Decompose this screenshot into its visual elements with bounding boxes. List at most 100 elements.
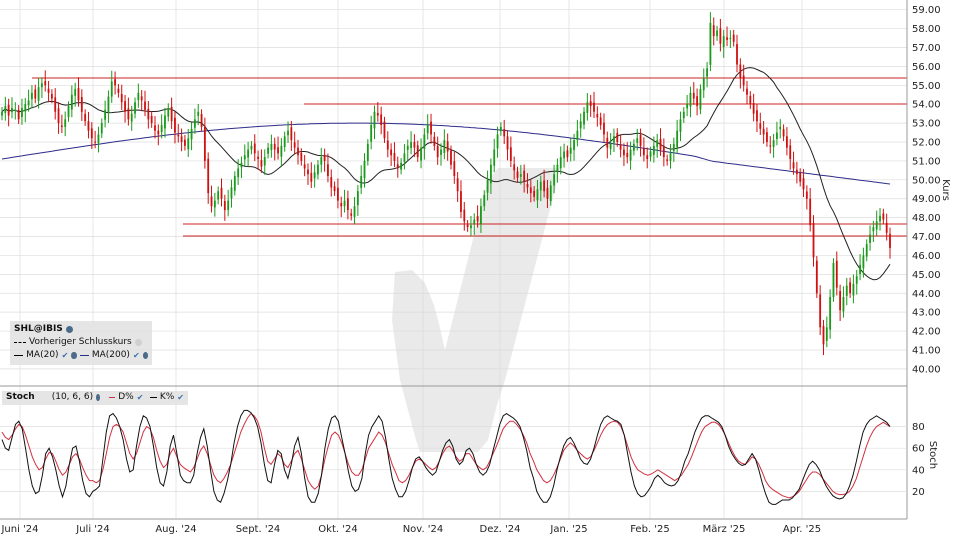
candle-body: [164, 115, 166, 129]
price-tick-label: 55.00: [912, 81, 941, 92]
candle-body: [493, 149, 496, 166]
candle-body: [855, 276, 858, 284]
candle-body: [363, 160, 366, 179]
candle-body: [114, 79, 116, 86]
price-tick-label: 42.00: [912, 327, 941, 338]
main-gridlines: [0, 0, 907, 519]
candle-body: [762, 128, 765, 135]
candle-body: [583, 111, 585, 125]
candle-body: [736, 44, 738, 65]
k-check-icon[interactable]: ✔: [177, 393, 184, 402]
candle-body: [273, 143, 276, 150]
month-label: Sept. '24: [236, 524, 281, 535]
ma200-settings-icon[interactable]: [142, 352, 148, 359]
candle-body: [759, 123, 762, 129]
price-tick-label: 45.00: [912, 270, 941, 281]
candle-body: [340, 202, 343, 207]
candle-body: [509, 147, 512, 161]
x-axis: Juni '24 Juli '24 Aug. '24 Sept. '24 Okt. '2…: [0, 524, 821, 535]
settings-icon[interactable]: [65, 326, 73, 333]
month-label: Nov. '24: [403, 524, 444, 535]
candle-body: [227, 200, 230, 211]
candle-body: [752, 103, 755, 114]
candle-body: [220, 187, 223, 199]
month-label: Juni '24: [0, 524, 38, 535]
candle-body: [197, 111, 200, 116]
candle-body: [845, 285, 848, 296]
candle-body: [716, 30, 718, 37]
candle-body: [546, 187, 549, 199]
d-swatch-icon: [108, 397, 116, 398]
candle-body: [533, 190, 536, 197]
candle-body: [626, 152, 629, 158]
main-legend: SHL@IBIS Vorheriger Schlusskurs MA(20) ✔…: [10, 321, 152, 365]
watermark-logo: [392, 168, 560, 452]
candle-body: [333, 186, 336, 192]
candle-body: [460, 191, 462, 212]
candle-body: [699, 89, 702, 110]
candle-body: [456, 178, 459, 192]
candle-body: [476, 216, 479, 222]
candle-body: [40, 83, 43, 88]
candle-body: [746, 88, 748, 95]
candle-body: [486, 179, 489, 193]
candle-body: [217, 191, 220, 200]
candle-body: [24, 104, 27, 112]
k-swatch-icon: [150, 397, 157, 398]
ma20-check-icon[interactable]: ✔: [61, 351, 69, 360]
month-label: Okt. '24: [318, 524, 357, 535]
candle-body: [529, 187, 532, 194]
candle-body: [859, 264, 861, 274]
candle-body: [170, 106, 173, 122]
stoch-settings-icon[interactable]: [96, 394, 100, 401]
legend-ma20: MA(20): [26, 350, 59, 360]
candle-body: [360, 176, 363, 188]
candle-body: [513, 164, 516, 171]
candle-body: [799, 173, 802, 182]
candle-body: [117, 88, 120, 93]
candle-body: [330, 177, 333, 188]
candle-body: [267, 147, 269, 154]
candle-body: [666, 159, 669, 161]
candle-body: [706, 68, 708, 77]
candle-body: [44, 81, 47, 86]
candle-body: [154, 125, 156, 131]
ma20-settings-icon[interactable]: [71, 352, 77, 359]
ma20-swatch-icon: [14, 355, 24, 356]
candle-body: [17, 109, 20, 120]
candle-body: [233, 176, 236, 191]
price-tick-label: 58.00: [912, 24, 941, 35]
candle-body: [1, 111, 3, 116]
candle-body: [167, 107, 170, 117]
candle-body: [11, 107, 13, 113]
toggle-icon[interactable]: [134, 339, 142, 346]
candle-body: [303, 164, 306, 169]
candle-body: [719, 28, 722, 44]
candle-body: [430, 121, 432, 135]
candle-body: [160, 124, 163, 133]
candle-body: [516, 171, 519, 178]
candle-body: [776, 132, 778, 139]
main-price-axis: 40.00 41.00 42.00 43.00 44.00 45.00 46.00 47.00…: [912, 5, 941, 375]
candle-body: [662, 146, 665, 158]
candle-body: [649, 151, 652, 157]
dashed-line-icon: [14, 342, 26, 343]
candle-body: [370, 124, 373, 142]
candle-body: [14, 109, 17, 111]
candle-body: [646, 155, 649, 160]
candle-body: [440, 149, 442, 155]
candle-body: [80, 97, 83, 112]
candle-body: [120, 93, 123, 103]
candle-body: [596, 114, 599, 118]
candle-body: [386, 140, 389, 150]
candle-body: [835, 260, 838, 288]
candle-body: [676, 130, 679, 148]
candle-body: [805, 191, 808, 199]
ma200-check-icon[interactable]: ✔: [132, 351, 140, 360]
candlestick-series: [1, 12, 891, 356]
candle-body: [692, 92, 695, 99]
candle-body: [223, 200, 226, 211]
candle-body: [60, 125, 63, 127]
d-check-icon[interactable]: ✔: [136, 393, 144, 402]
candle-body: [343, 200, 346, 207]
